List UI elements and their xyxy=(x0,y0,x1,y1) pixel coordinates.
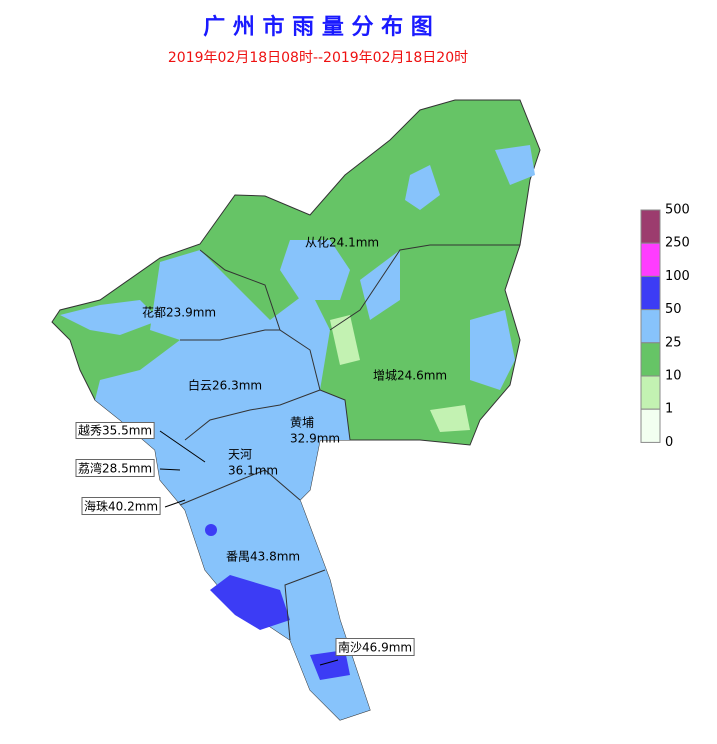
legend-swatch xyxy=(640,275,661,311)
legend-tick-label: 1 xyxy=(665,402,673,417)
district-border xyxy=(284,569,326,641)
rain-area xyxy=(360,250,400,320)
legend-swatch xyxy=(640,375,661,410)
legend-swatch xyxy=(640,209,661,244)
rain-area xyxy=(60,300,160,335)
district-label: 海珠40.2mm xyxy=(84,499,158,514)
legend-swatch xyxy=(640,408,661,443)
district-border xyxy=(199,249,351,441)
leader-line xyxy=(164,499,186,508)
district-label: 天河 xyxy=(228,448,252,462)
district-border xyxy=(180,329,280,341)
legend-tick-label: 0 xyxy=(665,435,673,450)
district-border xyxy=(179,469,301,506)
rain-area xyxy=(430,405,470,432)
title: 广 州 市 雨 量 分 布 图 xyxy=(203,14,433,40)
district-label: 白云26.3mm xyxy=(188,378,262,393)
district-label: 番禺43.8mm xyxy=(226,550,300,564)
leader-line xyxy=(159,430,206,463)
district-label: 32.9mm xyxy=(290,432,340,446)
legend-tick-label: 250 xyxy=(665,236,690,251)
rain-area xyxy=(205,524,217,536)
district-label: 南沙46.9mm xyxy=(338,640,412,655)
leader-line xyxy=(159,468,181,471)
rain-area xyxy=(310,650,350,680)
district-label: 从化24.1mm xyxy=(305,236,379,250)
legend-tick-label: 25 xyxy=(665,335,682,350)
label-box xyxy=(81,497,161,515)
legend-tick-label: 10 xyxy=(665,369,682,384)
legend-swatch xyxy=(640,242,661,277)
label-box xyxy=(75,422,155,439)
label-box xyxy=(335,638,415,656)
district-label: 黄埔 xyxy=(290,416,314,430)
legend-tick-label: 100 xyxy=(665,269,690,284)
map xyxy=(51,99,541,721)
legend-tick-label: 50 xyxy=(665,302,682,317)
subtitle: 2019年02月18日08时--2019年02月18日20时 xyxy=(168,50,468,66)
district-label: 36.1mm xyxy=(228,464,278,478)
district-label: 花都23.9mm xyxy=(142,305,216,320)
rain-area xyxy=(470,310,515,390)
legend-swatch xyxy=(640,342,661,377)
label-box xyxy=(75,459,155,477)
leader-line xyxy=(319,659,339,666)
district-label: 越秀35.5mm xyxy=(78,424,152,438)
district-label: 增城24.6mm xyxy=(373,369,447,383)
rain-area xyxy=(95,250,370,720)
rain-area xyxy=(495,145,535,185)
rain-area xyxy=(405,165,440,210)
rain-area xyxy=(280,240,350,300)
district-label: 荔湾28.5mm xyxy=(78,461,152,476)
rain-area xyxy=(330,315,360,365)
district-border xyxy=(329,244,520,331)
district-border xyxy=(184,389,321,441)
legend-swatch xyxy=(640,309,661,344)
legend-tick-label: 500 xyxy=(665,203,690,218)
rain-area xyxy=(210,575,290,630)
